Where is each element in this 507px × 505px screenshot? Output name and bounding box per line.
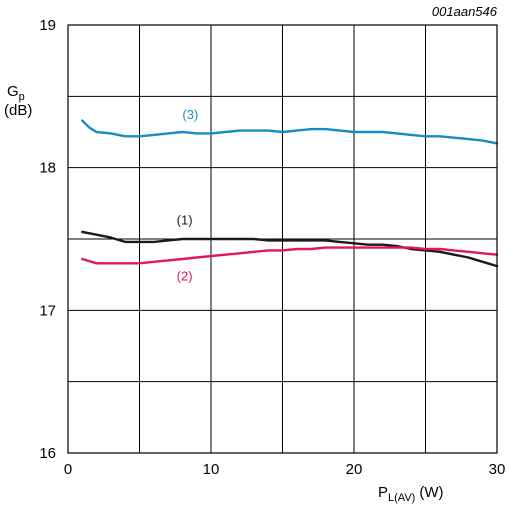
y-tick-label: 18 <box>39 160 56 177</box>
series-label-1: (3) <box>182 107 198 122</box>
series-line-3 <box>81 246 499 265</box>
y-tick-label: 17 <box>39 302 56 319</box>
series-labels: (3) (1) (2) <box>177 107 199 283</box>
y-axis-symbol: G <box>7 83 19 100</box>
y-axis-subscript: p <box>19 91 25 103</box>
document-id: 001aan546 <box>432 4 498 19</box>
x-tick-label: 0 <box>64 461 72 478</box>
x-tick-label: 10 <box>203 461 220 478</box>
y-tick-labels: 16 17 18 19 <box>39 17 56 462</box>
plot-frame <box>67 24 498 454</box>
grid <box>67 24 498 454</box>
series-label-2: (1) <box>177 213 193 228</box>
x-axis-symbol: P <box>378 484 388 501</box>
y-tick-label: 19 <box>39 17 56 34</box>
x-tick-labels: 0 10 20 30 <box>64 461 506 478</box>
series-line-1 <box>81 119 499 145</box>
x-tick-label: 30 <box>489 461 506 478</box>
x-axis-label: PL(AV) (W) <box>378 484 443 504</box>
y-tick-label: 16 <box>39 445 56 462</box>
x-tick-label: 20 <box>346 461 363 478</box>
series-group <box>81 119 499 268</box>
x-axis-subscript: L(AV) <box>388 492 415 504</box>
series-line-2 <box>81 230 499 268</box>
y-axis-unit: (dB) <box>4 102 32 119</box>
series-label-3: (2) <box>177 268 193 283</box>
y-axis-label: Gp <box>7 83 25 103</box>
x-axis-unit: (W) <box>419 484 443 501</box>
